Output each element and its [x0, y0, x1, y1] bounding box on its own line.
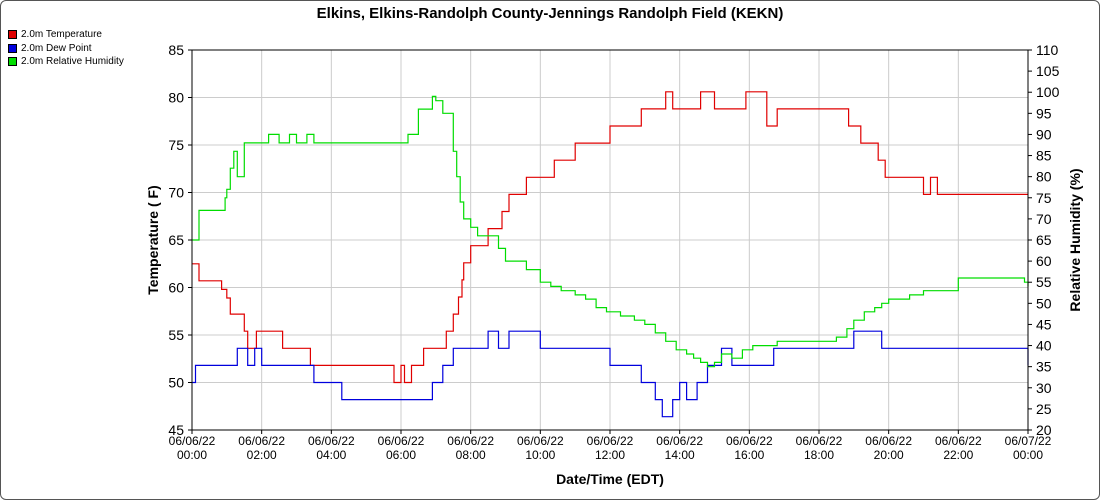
legend: 2.0m Temperature 2.0m Dew Point 2.0m Rel… — [8, 28, 124, 69]
right-tick-label: 35 — [1036, 359, 1052, 375]
x-axis-label: Date/Time (EDT) — [556, 471, 664, 487]
x-tick-date: 06/06/22 — [447, 434, 494, 448]
left-tick-label: 85 — [168, 42, 184, 58]
left-tick-label: 50 — [168, 375, 184, 391]
x-tick-time: 16:00 — [734, 448, 764, 462]
x-tick-time: 06:00 — [386, 448, 416, 462]
x-tick-time: 08:00 — [456, 448, 486, 462]
x-tick-date: 06/06/22 — [656, 434, 703, 448]
x-tick-date: 06/06/22 — [378, 434, 425, 448]
left-tick-label: 45 — [168, 422, 184, 438]
y-axis-label-right: Relative Humidity (%) — [1067, 168, 1083, 311]
right-tick-label: 105 — [1036, 63, 1060, 79]
right-tick-label: 100 — [1036, 84, 1060, 100]
legend-label-relative-humidity: 2.0m Relative Humidity — [21, 56, 124, 68]
right-tick-label: 95 — [1036, 105, 1052, 121]
x-tick-date: 06/06/22 — [587, 434, 634, 448]
legend-label-temperature: 2.0m Temperature — [21, 29, 102, 41]
x-tick-date: 06/06/22 — [169, 434, 216, 448]
legend-item-dew-point: 2.0m Dew Point — [8, 42, 124, 56]
x-tick-time: 02:00 — [247, 448, 277, 462]
y-axis-label-left: Temperature ( F) — [145, 185, 161, 294]
dew-point-line — [192, 330, 1029, 418]
right-tick-label: 50 — [1036, 295, 1052, 311]
right-tick-label: 55 — [1036, 274, 1052, 290]
legend-swatch-relative-humidity — [8, 57, 17, 67]
right-tick-label: 70 — [1036, 211, 1052, 227]
grid — [191, 49, 1029, 431]
right-tick-label: 60 — [1036, 253, 1052, 269]
x-tick-time: 10:00 — [525, 448, 555, 462]
temperature-line — [192, 91, 1028, 384]
x-tick-date: 06/06/22 — [308, 434, 355, 448]
right-tick-label: 30 — [1036, 380, 1052, 396]
legend-swatch-dew-point — [8, 43, 17, 53]
right-tick-label: 45 — [1036, 316, 1052, 332]
x-tick-date: 06/06/22 — [726, 434, 773, 448]
left-tick-label: 80 — [168, 90, 184, 106]
left-tick-label: 70 — [168, 185, 184, 201]
x-tick-time: 14:00 — [665, 448, 695, 462]
x-tick-time: 04:00 — [316, 448, 346, 462]
right-axis-ticks: 20 25 30 35 40 45 50 55 60 65 70 75 80 85 90 95 100 105 11… — [1028, 42, 1060, 438]
chart-title: Elkins, Elkins-Randolph County-Jennings … — [316, 5, 784, 22]
legend-swatch-temperature — [8, 30, 17, 40]
x-tick-time: 00:00 — [1013, 448, 1043, 462]
x-tick-date: 06/06/22 — [238, 434, 285, 448]
x-tick-date: 06/06/22 — [935, 434, 982, 448]
right-tick-label: 110 — [1036, 42, 1059, 58]
x-tick-date: 06/06/22 — [517, 434, 564, 448]
right-tick-label: 40 — [1036, 338, 1052, 354]
right-tick-label: 25 — [1036, 401, 1052, 417]
x-tick-time: 12:00 — [595, 448, 625, 462]
x-tick-date: 06/07/22 — [1005, 434, 1052, 448]
right-tick-label: 85 — [1036, 148, 1052, 164]
x-axis-ticks: 06/06/2200:0006/06/2202:0006/06/2204:000… — [169, 430, 1052, 462]
right-tick-label: 65 — [1036, 232, 1052, 248]
x-tick-time: 00:00 — [177, 448, 207, 462]
right-tick-label: 80 — [1036, 169, 1052, 185]
x-tick-date: 06/06/22 — [796, 434, 843, 448]
right-tick-label: 20 — [1036, 422, 1052, 438]
right-tick-label: 75 — [1036, 190, 1052, 206]
x-tick-time: 22:00 — [943, 448, 973, 462]
relative-humidity-line — [192, 95, 1029, 368]
x-tick-date: 06/06/22 — [865, 434, 912, 448]
left-tick-label: 75 — [168, 137, 184, 153]
legend-item-temperature: 2.0m Temperature — [8, 28, 124, 42]
legend-item-relative-humidity: 2.0m Relative Humidity — [8, 55, 124, 69]
series-layer — [192, 91, 1029, 418]
left-tick-label: 65 — [168, 232, 184, 248]
x-tick-time: 18:00 — [804, 448, 834, 462]
left-axis-ticks: 45 50 55 60 65 70 75 80 85 — [168, 42, 192, 438]
left-tick-label: 60 — [168, 280, 184, 296]
left-tick-label: 55 — [168, 327, 184, 343]
x-tick-time: 20:00 — [874, 448, 904, 462]
legend-label-dew-point: 2.0m Dew Point — [21, 42, 92, 54]
right-tick-label: 90 — [1036, 126, 1052, 142]
